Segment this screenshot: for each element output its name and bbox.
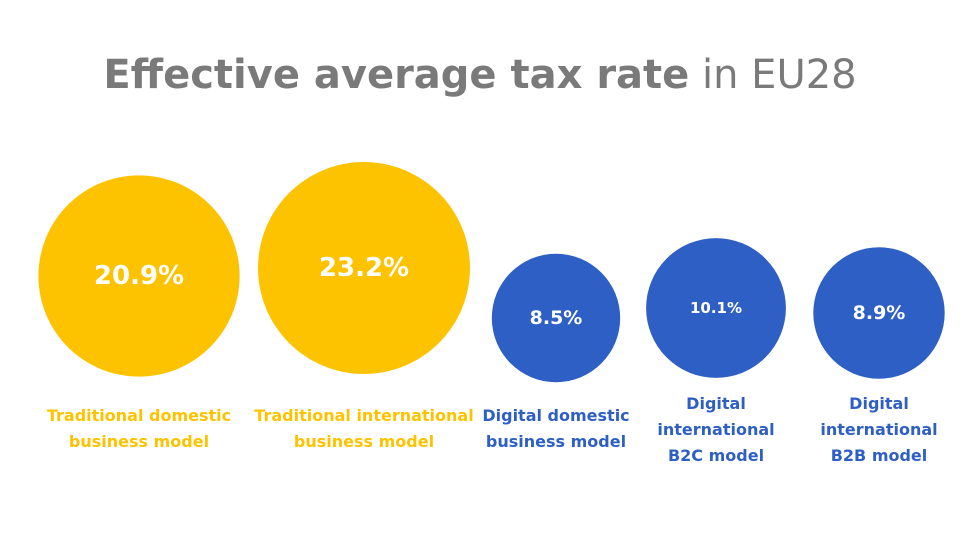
category-label-4: Digital international B2C model [657,394,774,465]
bubble-1 [38,175,240,377]
category-label-line: B2C model [668,446,764,465]
bubble-value-label-4: 10.1% [690,299,742,317]
category-label-line: business model [69,432,209,451]
chart-title-light: in EU28 [702,52,857,98]
category-label-line: Traditional domestic [47,406,231,425]
category-label-line: international [657,420,774,439]
category-label-1: Traditional domestic business model [47,406,231,451]
bubble-value-label-1: 20.9% [94,261,184,291]
chart-title-bold: Effective average tax rate [103,52,690,98]
category-label-line: Traditional international [254,406,473,425]
category-label-line: international [820,420,937,439]
bubble-value-label-5: 8.9% [853,302,906,324]
category-label-5: Digital international B2B model [820,394,937,465]
bubble-2 [258,162,470,374]
chart-title: Effective average tax rate in EU28 [0,48,960,102]
category-label-2: Traditional international business model [254,406,473,451]
bubble-value-label-3: 8.5% [530,307,583,329]
bubble-value-label-2: 23.2% [319,253,409,283]
bubble-3 [491,253,621,383]
category-label-line: business model [486,432,626,451]
category-label-line: Digital domestic [482,406,629,425]
category-label-line: B2B model [831,446,928,465]
category-label-3: Digital domestic business model [482,406,629,451]
bubble-4 [646,238,786,378]
category-label-line: Digital [686,394,746,413]
category-label-line: Digital [849,394,909,413]
bubble-5 [813,247,945,379]
category-label-line: business model [294,432,434,451]
